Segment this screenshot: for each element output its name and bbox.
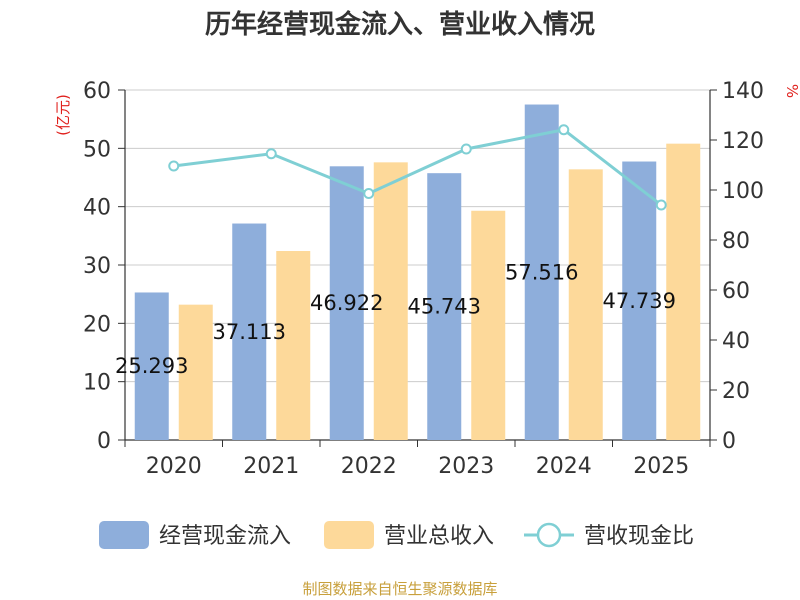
x-tick-label: 2022 [341, 454, 397, 479]
x-tick-label: 2024 [536, 454, 592, 479]
x-tick-label: 2025 [633, 454, 689, 479]
grid [125, 89, 710, 441]
bar-cash-inflow-2024 [524, 104, 559, 441]
x-tick-label: 2020 [146, 454, 202, 479]
data-labels: 25.293 37.113 46.922 45.743 57.516 47.739 [115, 260, 676, 378]
y-left-tick-label: 0 [97, 429, 111, 454]
data-label-2023: 45.743 [408, 295, 481, 319]
bar-revenue-2020 [178, 304, 213, 440]
ratio-point-2025 [655, 199, 667, 211]
bar-revenue-2021 [276, 251, 311, 440]
bar-cash-inflow-2022 [329, 166, 364, 441]
bar-cash-inflow-2023 [427, 173, 462, 440]
y-left-axis-label: (亿元) [54, 94, 72, 136]
bar-cash-inflow-2025 [622, 161, 657, 440]
legend-label-1: 营业总收入 [384, 524, 494, 549]
bar-cash-inflow-2020 [134, 292, 169, 440]
x-tick-label: 2023 [438, 454, 494, 479]
ratio-point-2021 [265, 148, 277, 160]
data-label-2025: 47.739 [603, 289, 676, 313]
y-left-tick-label: 20 [83, 312, 111, 337]
data-label-2021: 37.113 [213, 320, 286, 344]
ratio-line-path [173, 128, 663, 207]
y-left-tick-label: 40 [83, 196, 111, 221]
ratio-point-2020 [168, 160, 180, 172]
y-right-tick-label: 80 [722, 229, 750, 254]
bar-revenue-2022 [373, 162, 408, 441]
data-label-2022: 46.922 [310, 291, 383, 315]
data-label-2020: 25.293 [115, 354, 188, 378]
legend: 经营现金流入 营业总收入 营收现金比 [99, 521, 694, 549]
y-right-tick-label: 60 [722, 279, 750, 304]
bar-revenue-2024 [568, 169, 603, 441]
legend-label-2: 营收现金比 [584, 524, 694, 549]
x-tick-label: 2021 [243, 454, 299, 479]
y-left-tick-label: 50 [83, 137, 111, 162]
y-right-tick-label: 20 [722, 379, 750, 404]
ratio-point-2022 [363, 188, 375, 199]
y-left-tick-label: 60 [83, 79, 111, 104]
bar-revenue-2025 [666, 143, 701, 440]
y-left-tick-label: 10 [83, 371, 111, 396]
y-right-tick-label: 0 [722, 429, 736, 454]
chart-title: 历年经营现金流入、营业收入情况 [205, 9, 595, 40]
legend-marker-2 [536, 522, 562, 548]
legend-swatch-1 [324, 521, 374, 549]
axes: 0 10 20 30 40 50 60 0 20 40 60 80 100 120 140 2020 2021 2… [83, 79, 764, 479]
y-right-axis-label: % [783, 84, 800, 98]
ratio-line [168, 124, 667, 211]
y-right-tick-label: 100 [722, 179, 764, 204]
bar-cash-inflow-2021 [232, 223, 267, 440]
bars [134, 104, 701, 441]
legend-label-0: 经营现金流入 [159, 524, 291, 549]
y-right-tick-label: 40 [722, 329, 750, 354]
y-right-tick-label: 140 [722, 79, 764, 104]
legend-swatch-0 [99, 521, 149, 549]
y-left-tick-label: 30 [83, 254, 111, 279]
source-note: 制图数据来自恒生聚源数据库 [302, 580, 497, 598]
ratio-point-2023 [460, 143, 472, 155]
y-right-tick-label: 120 [722, 129, 764, 154]
bar-revenue-2023 [471, 210, 506, 440]
ratio-point-2024 [558, 124, 570, 136]
data-label-2024: 57.516 [505, 260, 578, 284]
